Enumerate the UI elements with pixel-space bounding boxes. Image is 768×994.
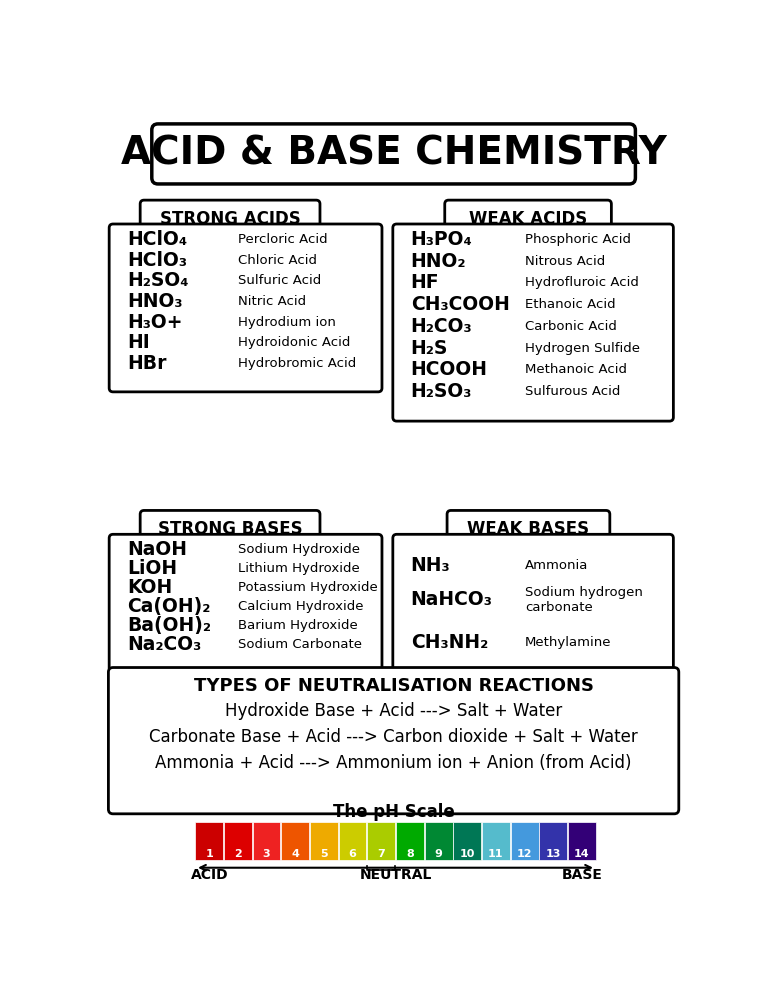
Text: NH₃: NH₃: [411, 556, 450, 575]
Bar: [511, 821, 538, 860]
Text: Phosphoric Acid: Phosphoric Acid: [525, 233, 631, 246]
FancyBboxPatch shape: [108, 668, 679, 814]
Text: Ammonia: Ammonia: [525, 559, 588, 572]
Text: Na₂CO₃: Na₂CO₃: [127, 635, 201, 654]
Text: Sodium Carbonate: Sodium Carbonate: [237, 638, 362, 651]
Text: CH₃COOH: CH₃COOH: [411, 295, 509, 314]
Text: Ammonia + Acid ---> Ammonium ion + Anion (from Acid): Ammonia + Acid ---> Ammonium ion + Anion…: [155, 754, 632, 772]
Text: Hydrofluroic Acid: Hydrofluroic Acid: [525, 276, 639, 289]
Text: NaHCO₃: NaHCO₃: [411, 590, 492, 609]
Text: Methanoic Acid: Methanoic Acid: [525, 364, 627, 377]
Bar: [281, 821, 310, 860]
Text: BASE: BASE: [562, 869, 603, 883]
Text: Hydrodium ion: Hydrodium ion: [237, 316, 336, 329]
Text: 2: 2: [234, 849, 242, 859]
FancyBboxPatch shape: [152, 124, 635, 184]
Text: HClO₄: HClO₄: [127, 230, 187, 248]
Bar: [425, 821, 452, 860]
Text: 14: 14: [574, 849, 590, 859]
Text: 10: 10: [459, 849, 475, 859]
Text: Hydrogen Sulfide: Hydrogen Sulfide: [525, 342, 640, 355]
Text: NaOH: NaOH: [127, 540, 187, 560]
Text: 8: 8: [406, 849, 414, 859]
Bar: [396, 821, 424, 860]
Text: H₂S: H₂S: [411, 339, 448, 358]
Bar: [310, 821, 338, 860]
Text: WEAK ACIDS: WEAK ACIDS: [469, 210, 588, 228]
Bar: [539, 821, 568, 860]
Text: Nitric Acid: Nitric Acid: [237, 295, 306, 308]
FancyBboxPatch shape: [141, 511, 320, 548]
Text: WEAK BASES: WEAK BASES: [468, 520, 590, 538]
Text: Sodium hydrogen
carbonate: Sodium hydrogen carbonate: [525, 585, 643, 613]
Text: Nitrous Acid: Nitrous Acid: [525, 254, 605, 267]
Text: Ca(OH)₂: Ca(OH)₂: [127, 597, 210, 616]
FancyBboxPatch shape: [447, 511, 610, 548]
FancyBboxPatch shape: [109, 224, 382, 392]
Bar: [453, 821, 482, 860]
Text: CH₃NH₂: CH₃NH₂: [411, 632, 488, 652]
Text: NEUTRAL: NEUTRAL: [359, 869, 432, 883]
Text: Potassium Hydroxide: Potassium Hydroxide: [237, 581, 377, 594]
Text: 4: 4: [291, 849, 299, 859]
FancyBboxPatch shape: [141, 200, 320, 238]
Text: Chloric Acid: Chloric Acid: [237, 253, 316, 266]
Text: 6: 6: [349, 849, 356, 859]
Text: Percloric Acid: Percloric Acid: [237, 233, 327, 246]
Text: ACID & BASE CHEMISTRY: ACID & BASE CHEMISTRY: [121, 135, 667, 173]
Text: 5: 5: [320, 849, 328, 859]
Text: Sulfurous Acid: Sulfurous Acid: [525, 385, 621, 399]
Text: 3: 3: [263, 849, 270, 859]
Text: HBr: HBr: [127, 354, 167, 373]
Text: STRONG ACIDS: STRONG ACIDS: [160, 210, 300, 228]
FancyBboxPatch shape: [445, 200, 611, 238]
FancyBboxPatch shape: [392, 535, 674, 671]
Text: TYPES OF NEUTRALISATION REACTIONS: TYPES OF NEUTRALISATION REACTIONS: [194, 677, 594, 695]
Text: STRONG BASES: STRONG BASES: [157, 520, 303, 538]
Text: Hydroxide Base + Acid ---> Salt + Water: Hydroxide Base + Acid ---> Salt + Water: [225, 703, 562, 721]
Text: Sulfuric Acid: Sulfuric Acid: [237, 274, 321, 287]
Text: H₂SO₄: H₂SO₄: [127, 271, 188, 290]
Text: 13: 13: [545, 849, 561, 859]
FancyBboxPatch shape: [109, 535, 382, 671]
Text: The pH Scale: The pH Scale: [333, 802, 455, 820]
Text: Ethanoic Acid: Ethanoic Acid: [525, 298, 615, 311]
Text: Ba(OH)₂: Ba(OH)₂: [127, 616, 211, 635]
Text: Sodium Hydroxide: Sodium Hydroxide: [237, 543, 359, 557]
FancyBboxPatch shape: [392, 224, 674, 421]
Text: H₃O+: H₃O+: [127, 313, 183, 332]
Text: HF: HF: [411, 273, 439, 292]
Text: HNO₂: HNO₂: [411, 251, 466, 270]
Text: 11: 11: [488, 849, 504, 859]
Text: 1: 1: [205, 849, 213, 859]
Text: H₂SO₃: H₂SO₃: [411, 382, 472, 402]
Bar: [568, 821, 596, 860]
Text: H₂CO₃: H₂CO₃: [411, 317, 472, 336]
Text: Calcium Hydroxide: Calcium Hydroxide: [237, 600, 363, 613]
Bar: [482, 821, 510, 860]
Text: Hydroidonic Acid: Hydroidonic Acid: [237, 336, 350, 349]
Text: HNO₃: HNO₃: [127, 292, 183, 311]
Bar: [224, 821, 252, 860]
Text: HI: HI: [127, 333, 150, 352]
Text: 9: 9: [435, 849, 442, 859]
Text: Barium Hydroxide: Barium Hydroxide: [237, 619, 357, 632]
Bar: [339, 821, 366, 860]
Bar: [195, 821, 223, 860]
Bar: [367, 821, 396, 860]
Text: 7: 7: [377, 849, 385, 859]
Text: H₃PO₄: H₃PO₄: [411, 230, 472, 248]
Text: HCOOH: HCOOH: [411, 361, 488, 380]
Text: Lithium Hydroxide: Lithium Hydroxide: [237, 563, 359, 576]
Text: KOH: KOH: [127, 579, 172, 597]
Text: ACID: ACID: [190, 869, 228, 883]
Text: Hydrobromic Acid: Hydrobromic Acid: [237, 357, 356, 370]
Text: Carbonate Base + Acid ---> Carbon dioxide + Salt + Water: Carbonate Base + Acid ---> Carbon dioxid…: [149, 728, 638, 746]
Bar: [253, 821, 280, 860]
Text: Methylamine: Methylamine: [525, 635, 611, 649]
Text: Carbonic Acid: Carbonic Acid: [525, 320, 617, 333]
Text: HClO₃: HClO₃: [127, 250, 187, 269]
Text: LiOH: LiOH: [127, 560, 177, 579]
Text: 12: 12: [517, 849, 532, 859]
